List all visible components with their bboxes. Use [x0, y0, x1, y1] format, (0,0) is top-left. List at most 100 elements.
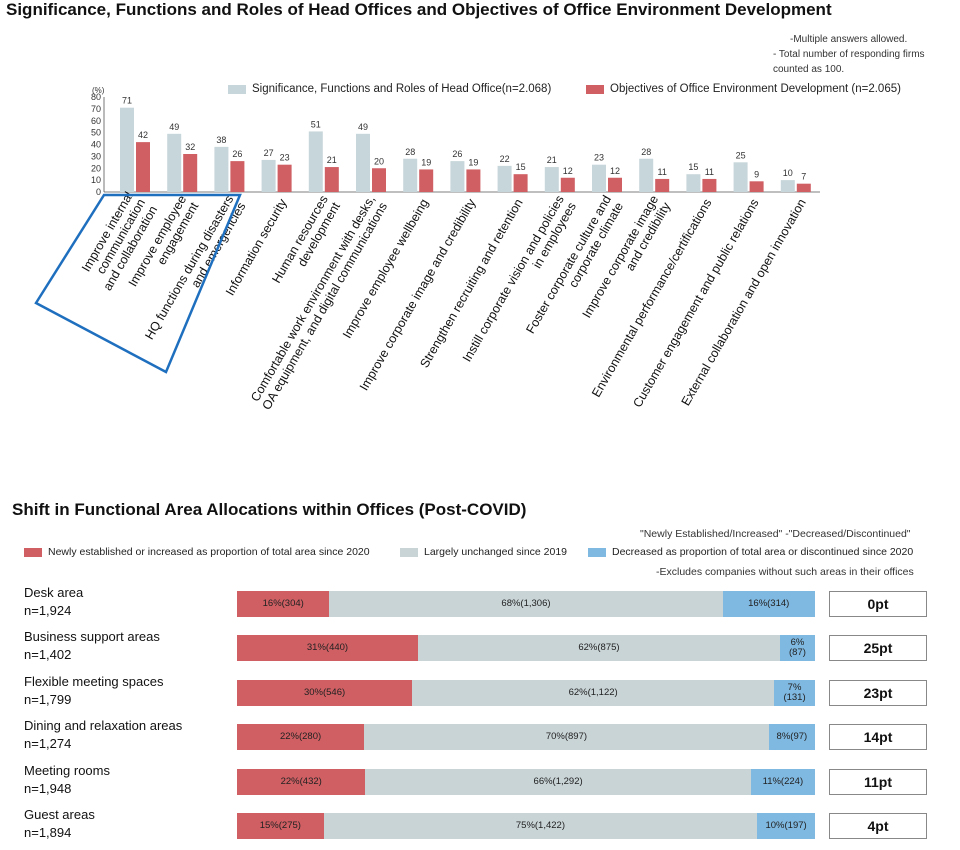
- bar-head-office: [733, 162, 748, 192]
- data-label-objectives: 19: [468, 157, 478, 167]
- data-label-objectives: 19: [421, 157, 431, 167]
- chart2-note-bottom: -Excludes companies without such areas i…: [656, 566, 914, 578]
- row-area-name: Business support areas: [24, 629, 160, 644]
- legend-label-unchanged: Largely unchanged since 2019: [424, 546, 568, 558]
- y-tick-label: 70: [91, 104, 101, 114]
- legend-series-head-office: Significance, Functions and Roles of Hea…: [228, 83, 551, 95]
- data-label-objectives: 15: [516, 162, 526, 172]
- bar-segment-decreased: 7% (131): [774, 680, 815, 706]
- data-label-head-office: 27: [264, 148, 274, 158]
- bar-segment-unchanged: 62%(1,122): [412, 680, 775, 706]
- row-area-name: Dining and relaxation areas: [24, 718, 183, 733]
- bar-objectives: [230, 161, 245, 192]
- legend-swatch-blue: [228, 84, 246, 94]
- stacked-bar: 30%(546) 62%(1,122) 7% (131): [237, 680, 815, 706]
- data-label-objectives: 20: [374, 156, 384, 166]
- legend-swatch-decreased: [588, 547, 606, 557]
- difference-points-box: 25pt: [829, 635, 927, 661]
- data-label-head-office: 28: [641, 147, 651, 157]
- bar-head-office: [120, 107, 134, 192]
- row-sample-size: n=1,894: [24, 825, 72, 840]
- row-label: Desk area n=1,924: [24, 584, 83, 620]
- legend-series-objectives: Objectives of Office Environment Develop…: [586, 83, 901, 95]
- bar-head-office: [261, 159, 276, 192]
- y-tick-label: 30: [91, 151, 101, 161]
- bar-head-office: [167, 133, 182, 192]
- data-label-objectives: 42: [138, 130, 148, 140]
- bar-head-office: [497, 165, 512, 192]
- bar-objectives: [466, 169, 481, 192]
- bar-segment-decreased: 8%(97): [768, 724, 815, 750]
- row-sample-size: n=1,948: [24, 781, 72, 796]
- bar-head-office: [356, 133, 370, 192]
- stacked-bar: 16%(304) 68%(1,306) 16%(314): [237, 591, 815, 617]
- bar-segment-decreased: 11%(224): [750, 769, 815, 795]
- stacked-bar: 31%(440) 62%(875) 6% (87): [237, 635, 815, 661]
- row-area-name: Desk area: [24, 585, 84, 600]
- category-label: Improve internalcommunicationand collabo…: [76, 189, 160, 292]
- data-label-objectives: 21: [327, 155, 337, 165]
- y-tick-label: 60: [91, 116, 101, 126]
- bar-head-office: [686, 174, 701, 192]
- row-area-name: Meeting rooms: [24, 763, 110, 778]
- data-label-objectives: 12: [563, 166, 573, 176]
- difference-points-box: 4pt: [829, 813, 927, 839]
- data-label-head-office: 38: [216, 135, 226, 145]
- difference-points-box: 11pt: [829, 769, 927, 795]
- y-tick-label: 20: [91, 163, 101, 173]
- data-label-head-office: 23: [594, 153, 604, 163]
- data-label-objectives: 11: [705, 167, 714, 177]
- bar-segment-increased: 16%(304): [237, 591, 330, 617]
- bar-objectives: [608, 177, 622, 192]
- data-label-objectives: 12: [610, 166, 620, 176]
- row-area-name: Guest areas: [24, 807, 95, 822]
- bar-head-office: [450, 161, 465, 192]
- difference-points-box: 23pt: [829, 680, 927, 706]
- data-label-objectives: 26: [232, 149, 242, 159]
- bar-head-office: [592, 164, 606, 192]
- data-label-objectives: 23: [280, 153, 290, 163]
- stacked-bar: 15%(275) 75%(1,422) 10%(197): [237, 813, 815, 839]
- bar-head-office: [403, 158, 418, 192]
- chart1-note-1: -Multiple answers allowed.: [790, 34, 908, 45]
- row-label: Dining and relaxation areas n=1,274: [24, 717, 182, 753]
- bar-objectives: [796, 183, 811, 192]
- data-label-head-office: 26: [452, 149, 462, 159]
- bar-segment-increased: 15%(275): [237, 813, 324, 839]
- chart2-note-top: "Newly Established/Increased" -"Decrease…: [640, 528, 911, 540]
- row-area-name: Flexible meeting spaces: [24, 674, 164, 689]
- data-label-head-office: 22: [500, 154, 510, 164]
- row-label: Flexible meeting spaces n=1,799: [24, 673, 163, 709]
- row-sample-size: n=1,924: [24, 603, 72, 618]
- bar-objectives: [277, 164, 292, 192]
- row-sample-size: n=1,274: [24, 736, 72, 751]
- bar-objectives: [372, 168, 386, 192]
- bar-segment-decreased: 6% (87): [779, 635, 815, 661]
- bar-objectives: [513, 174, 528, 192]
- data-label-objectives: 7: [801, 172, 806, 182]
- bar-head-office: [544, 167, 559, 192]
- y-tick-label: 40: [91, 140, 101, 150]
- highlight-box: [34, 193, 242, 374]
- bar-segment-increased: 31%(440): [237, 635, 418, 661]
- legend-swatch-increased: [24, 547, 42, 557]
- stacked-bar: 22%(280) 70%(897) 8%(97): [237, 724, 815, 750]
- stacked-bar: 22%(432) 66%(1,292) 11%(224): [237, 769, 815, 795]
- bar-objectives: [136, 142, 150, 192]
- bar-objectives: [560, 177, 575, 192]
- data-label-head-office: 10: [783, 168, 793, 178]
- y-tick-label: 10: [91, 175, 101, 185]
- data-label-head-office: 21: [547, 155, 557, 165]
- chart1-note-3: counted as 100.: [773, 64, 845, 75]
- bar-objectives: [183, 154, 198, 192]
- data-label-head-office: 28: [405, 147, 415, 157]
- bar-objectives: [702, 178, 717, 192]
- data-label-objectives: 11: [658, 167, 667, 177]
- legend-swatch-unchanged: [400, 547, 418, 557]
- legend-label-head-office: Significance, Functions and Roles of Hea…: [252, 83, 552, 95]
- legend-unchanged: Largely unchanged since 2019: [400, 546, 567, 558]
- data-label-head-office: 25: [736, 150, 746, 160]
- bar-objectives: [655, 178, 670, 192]
- data-label-objectives: 32: [185, 142, 195, 152]
